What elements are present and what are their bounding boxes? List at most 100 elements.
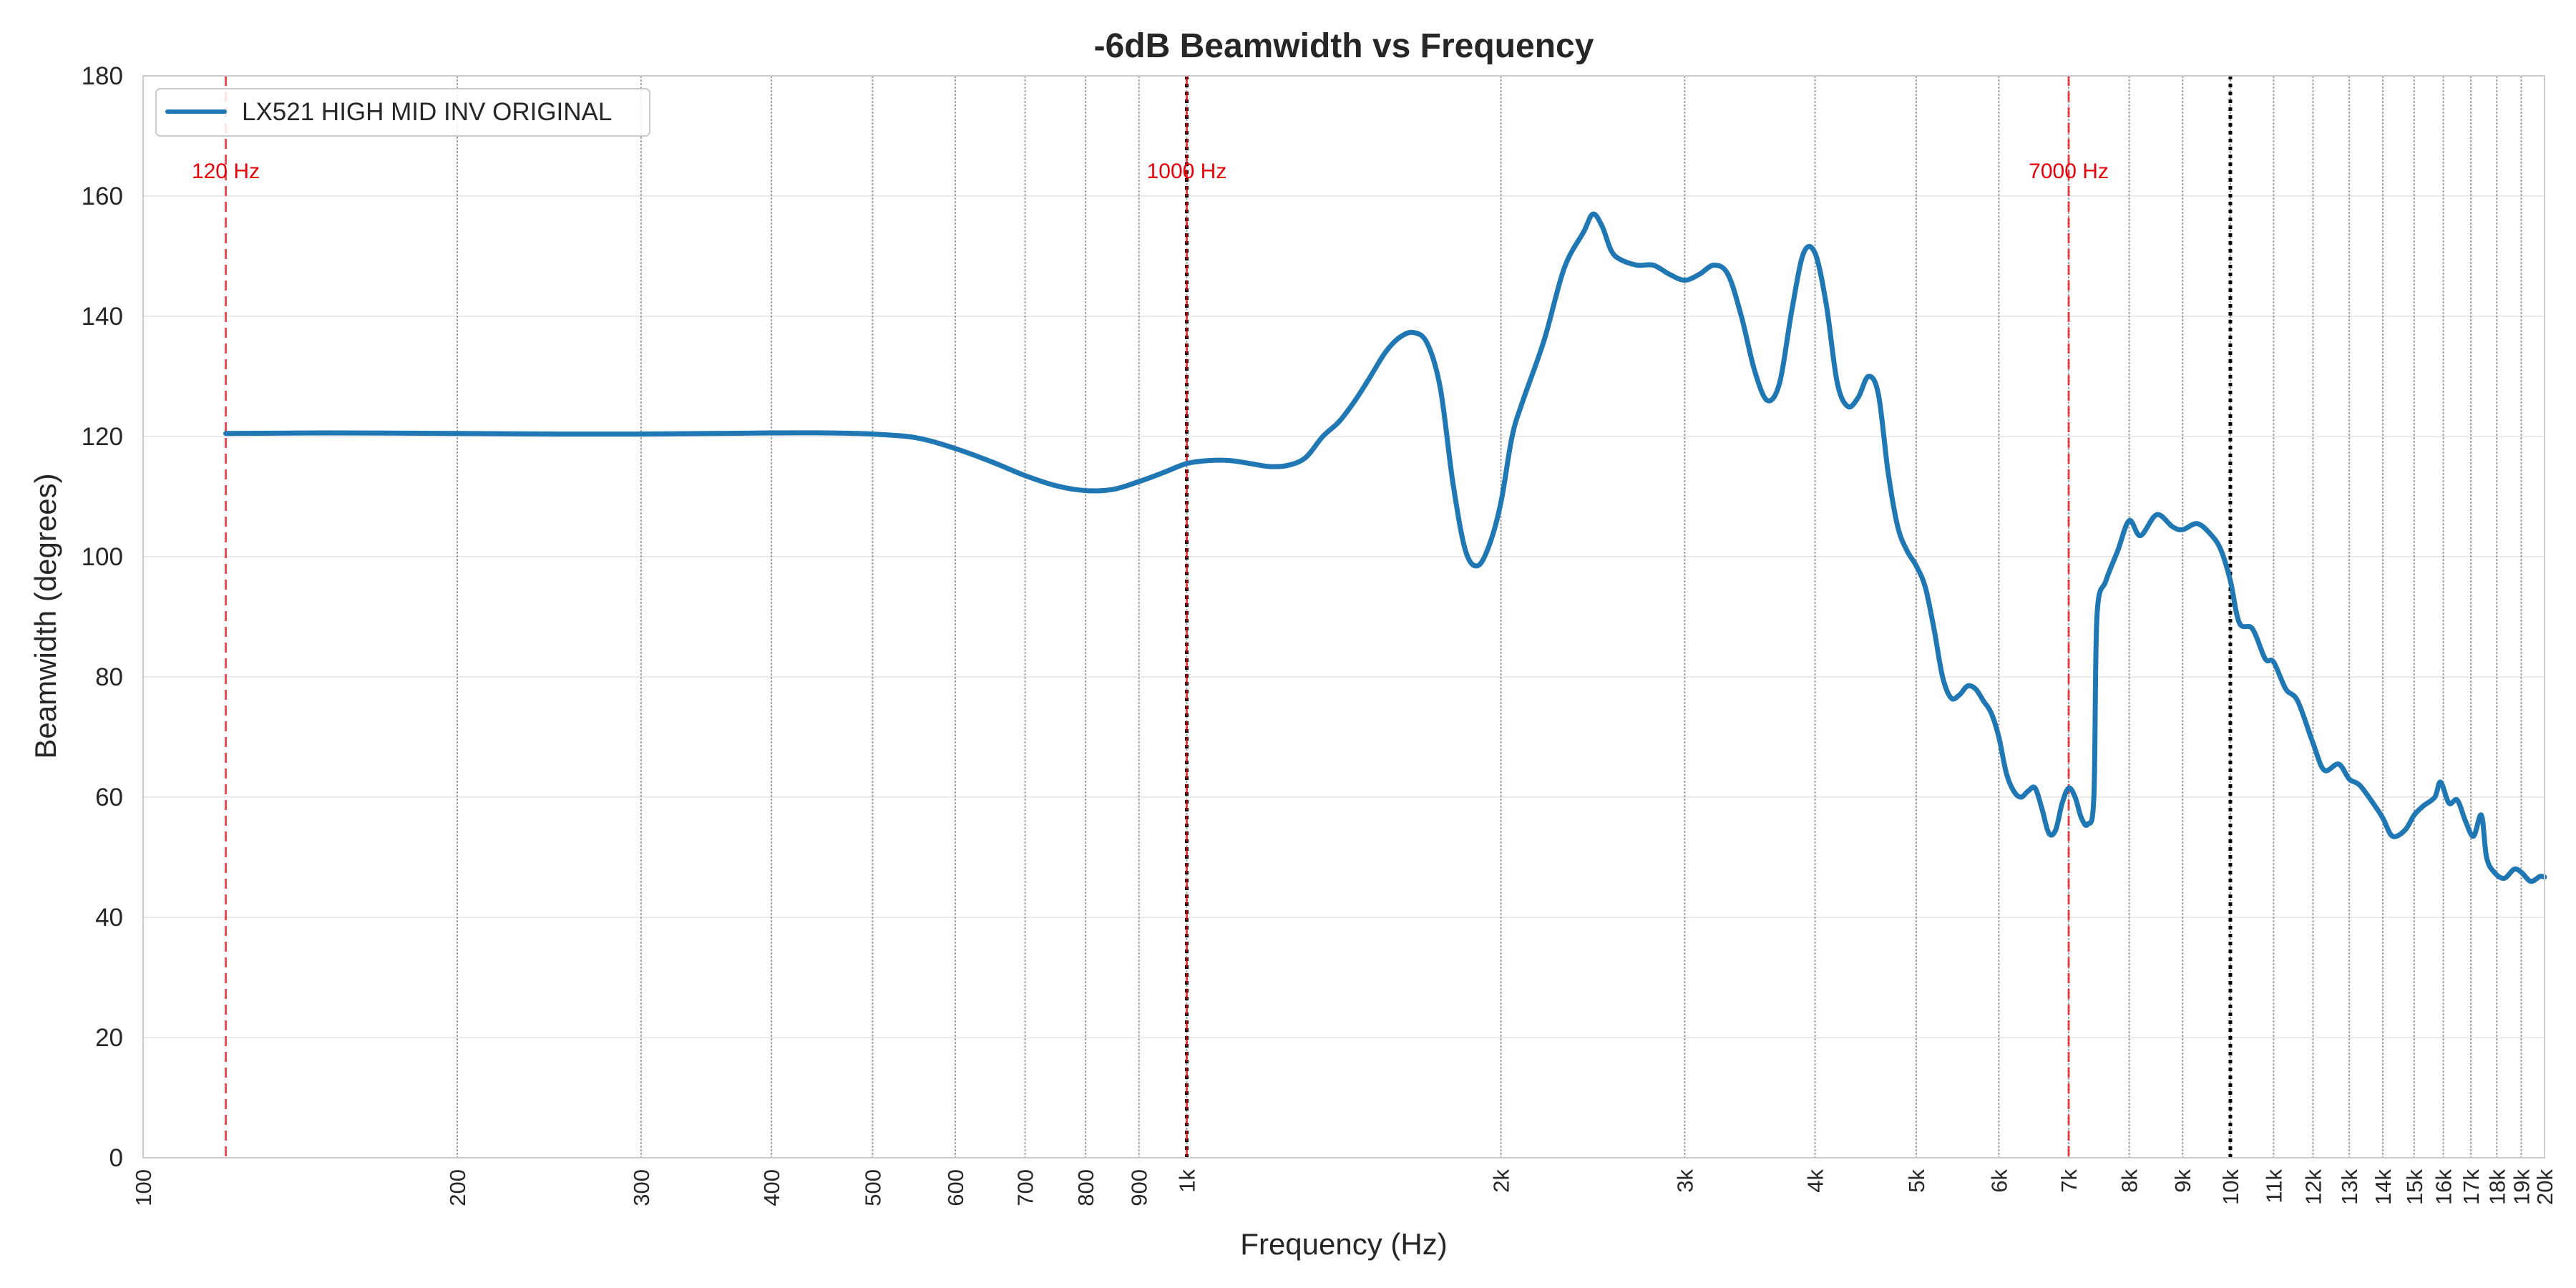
data-point [1668,273,1671,275]
series-line [223,211,2547,884]
data-point [557,433,560,436]
x-tick-label: 7k [2057,1169,2082,1193]
data-point [2337,763,2340,766]
x-axis-label: Frequency (Hz) [1240,1227,1447,1261]
data-point [914,436,917,439]
data-point [2220,550,2223,552]
data-point [1966,685,1969,688]
data-point [2096,615,2099,618]
data-point [2381,816,2384,819]
x-tick-label: 18k [2484,1169,2509,1205]
data-point [1287,464,1289,467]
x-tick-label: 900 [1127,1169,1152,1206]
data-point [2196,522,2199,525]
y-tick-label: 180 [82,62,123,90]
x-tick-labels: 100 200 300 400 500 600 700 800 900 1k 2k 3k 4k 5k 6k 7… [131,1169,2557,1206]
chart-title: -6dB Beamwidth vs Frequency [1094,27,1594,65]
data-point [2171,525,2174,528]
data-point [1464,550,1467,552]
data-point [2047,831,2050,834]
data-point [2503,877,2506,879]
data-point [990,460,993,463]
data-point [1867,375,1870,378]
x-tick-label: 3k [1672,1169,1697,1193]
data-point [2117,550,2119,552]
data-point [326,431,328,434]
data-point [1521,399,1524,402]
data-point [770,431,773,434]
data-point [1778,381,1781,384]
data-point [2128,519,2131,522]
y-tick-label: 0 [109,1144,123,1172]
x-tick-label: 13k [2337,1169,2362,1205]
x-tick-label: 200 [445,1169,470,1206]
data-point [2358,784,2361,786]
data-point [2485,856,2488,859]
data-point [1024,474,1027,477]
data-point [2439,781,2442,784]
reference-line-label: 120 Hz [192,160,260,183]
data-point [1413,331,1415,334]
data-point [1836,381,1839,384]
data-point [456,432,459,435]
reference-line-label: 7000 Hz [2029,160,2109,183]
data-point [2181,528,2184,531]
data-point [2284,688,2287,691]
x-tick-label: 15k [2402,1169,2427,1205]
data-point [2012,790,2015,793]
data-point [1398,336,1401,338]
data-point [1591,213,1594,215]
data-point [2104,580,2107,582]
x-tick-label: 700 [1013,1169,1038,1206]
x-tick-label: 100 [131,1169,156,1206]
data-point [1384,351,1387,353]
x-tick-label: 16k [2431,1169,2457,1205]
y-tick-label: 160 [82,182,123,210]
data-point [2139,535,2142,537]
x-tick-label: 6k [1986,1169,2011,1193]
data-point [2155,513,2158,516]
y-tick-label: 40 [95,904,123,932]
data-point [1924,585,1927,588]
y-axis-label: Beamwidth (degrees) [29,473,62,758]
data-point [1906,550,1908,552]
data-point [1249,462,1252,465]
data-point [1229,459,1231,462]
x-tick-label: 300 [629,1169,654,1206]
data-point [871,433,874,436]
data-point [1084,489,1087,492]
data-point [225,432,228,435]
data-point [2296,700,2299,703]
data-point [2041,808,2044,811]
data-point [2061,801,2064,804]
y-tick-label: 100 [82,543,123,571]
data-point [2391,835,2394,838]
data-point [1426,342,1429,345]
data-point [2034,786,2036,789]
data-point [2434,796,2436,799]
data-point [1652,264,1655,267]
data-point [1740,315,1743,318]
data-point [2092,796,2095,799]
data-point [1857,396,1860,399]
data-point [2026,790,2029,793]
data-point [2005,771,2008,774]
data-point [824,431,826,434]
data-point [2404,829,2406,831]
data-point [2493,871,2496,874]
data-point [640,433,643,436]
data-point [1354,399,1357,402]
x-tick-label: 2k [1489,1169,1514,1193]
data-point [2348,778,2351,781]
data-point [1846,405,1849,408]
data-point [1500,501,1503,504]
y-tick-label: 20 [95,1024,123,1052]
data-point [1950,696,1953,699]
data-point [2464,820,2467,823]
data-point [1683,279,1686,282]
data-point [1896,525,1899,528]
legend: LX521 HIGH MID INV ORIGINAL [155,88,650,137]
data-point [1887,471,1890,474]
